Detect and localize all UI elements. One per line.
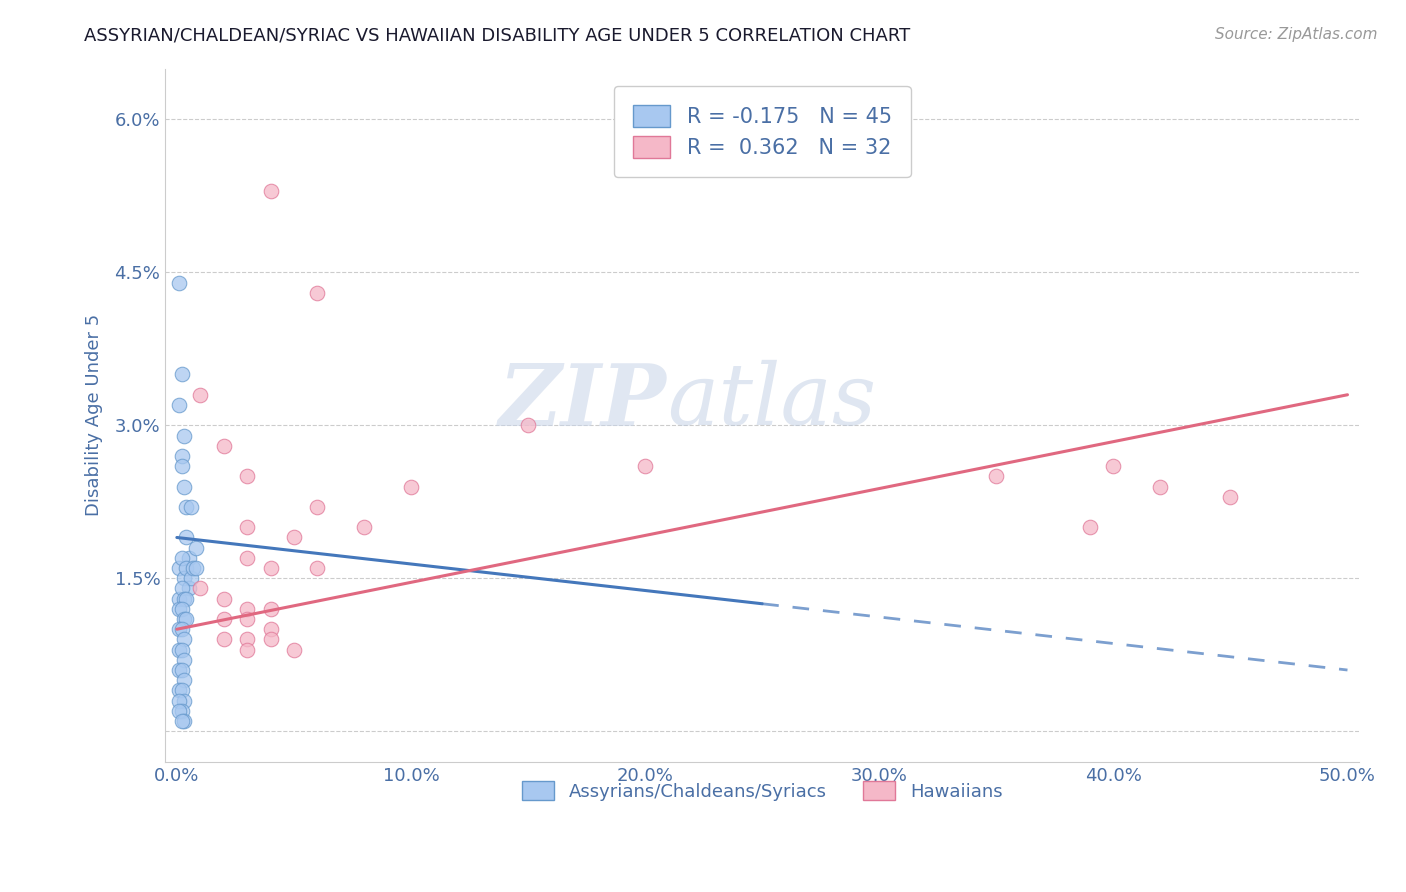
Point: [259, 184, 281, 198]
Point: [180, 571, 202, 585]
Point: [212, 632, 235, 647]
Point: [307, 561, 329, 575]
Point: [236, 469, 259, 483]
Point: [170, 459, 193, 474]
Point: [173, 479, 195, 493]
Point: [184, 561, 207, 575]
Point: [1102, 459, 1125, 474]
Point: [170, 714, 193, 728]
Point: [353, 520, 375, 534]
Point: [173, 653, 195, 667]
Point: [180, 500, 202, 514]
Point: [259, 602, 281, 616]
Point: [167, 683, 190, 698]
Point: [167, 591, 190, 606]
Point: [170, 622, 193, 636]
Y-axis label: Disability Age Under 5: Disability Age Under 5: [86, 314, 103, 516]
Point: [167, 276, 190, 290]
Point: [212, 591, 235, 606]
Point: [167, 693, 190, 707]
Point: [188, 582, 211, 596]
Point: [259, 561, 281, 575]
Point: [173, 693, 195, 707]
Point: [283, 642, 305, 657]
Text: Source: ZipAtlas.com: Source: ZipAtlas.com: [1215, 27, 1378, 42]
Point: [173, 612, 195, 626]
Point: [177, 550, 200, 565]
Point: [307, 500, 329, 514]
Text: ZIP: ZIP: [499, 359, 666, 443]
Point: [212, 612, 235, 626]
Point: [170, 642, 193, 657]
Point: [170, 449, 193, 463]
Point: [212, 439, 235, 453]
Point: [167, 561, 190, 575]
Point: [259, 632, 281, 647]
Point: [173, 673, 195, 688]
Point: [173, 632, 195, 647]
Point: [236, 520, 259, 534]
Point: [170, 582, 193, 596]
Point: [181, 561, 204, 575]
Point: [174, 612, 197, 626]
Point: [170, 550, 193, 565]
Point: [167, 704, 190, 718]
Point: [177, 582, 200, 596]
Point: [307, 285, 329, 300]
Point: [174, 561, 197, 575]
Point: [1219, 490, 1241, 504]
Point: [167, 602, 190, 616]
Point: [259, 622, 281, 636]
Point: [170, 663, 193, 677]
Point: [399, 479, 422, 493]
Point: [634, 459, 657, 474]
Point: [170, 683, 193, 698]
Point: [283, 531, 305, 545]
Point: [167, 398, 190, 412]
Point: [236, 642, 259, 657]
Text: ASSYRIAN/CHALDEAN/SYRIAC VS HAWAIIAN DISABILITY AGE UNDER 5 CORRELATION CHART: ASSYRIAN/CHALDEAN/SYRIAC VS HAWAIIAN DIS…: [84, 27, 911, 45]
Point: [174, 531, 197, 545]
Point: [986, 469, 1008, 483]
Point: [173, 714, 195, 728]
Point: [170, 368, 193, 382]
Point: [1078, 520, 1101, 534]
Point: [170, 704, 193, 718]
Point: [173, 571, 195, 585]
Point: [167, 622, 190, 636]
Point: [184, 541, 207, 555]
Point: [170, 602, 193, 616]
Point: [167, 642, 190, 657]
Point: [188, 388, 211, 402]
Point: [173, 428, 195, 442]
Legend: Assyrians/Chaldeans/Syriacs, Hawaiians: Assyrians/Chaldeans/Syriacs, Hawaiians: [508, 767, 1017, 815]
Point: [236, 550, 259, 565]
Point: [174, 500, 197, 514]
Point: [517, 418, 540, 433]
Point: [167, 663, 190, 677]
Text: atlas: atlas: [666, 360, 876, 442]
Point: [236, 632, 259, 647]
Point: [174, 591, 197, 606]
Point: [236, 602, 259, 616]
Point: [1149, 479, 1171, 493]
Point: [173, 591, 195, 606]
Point: [236, 612, 259, 626]
